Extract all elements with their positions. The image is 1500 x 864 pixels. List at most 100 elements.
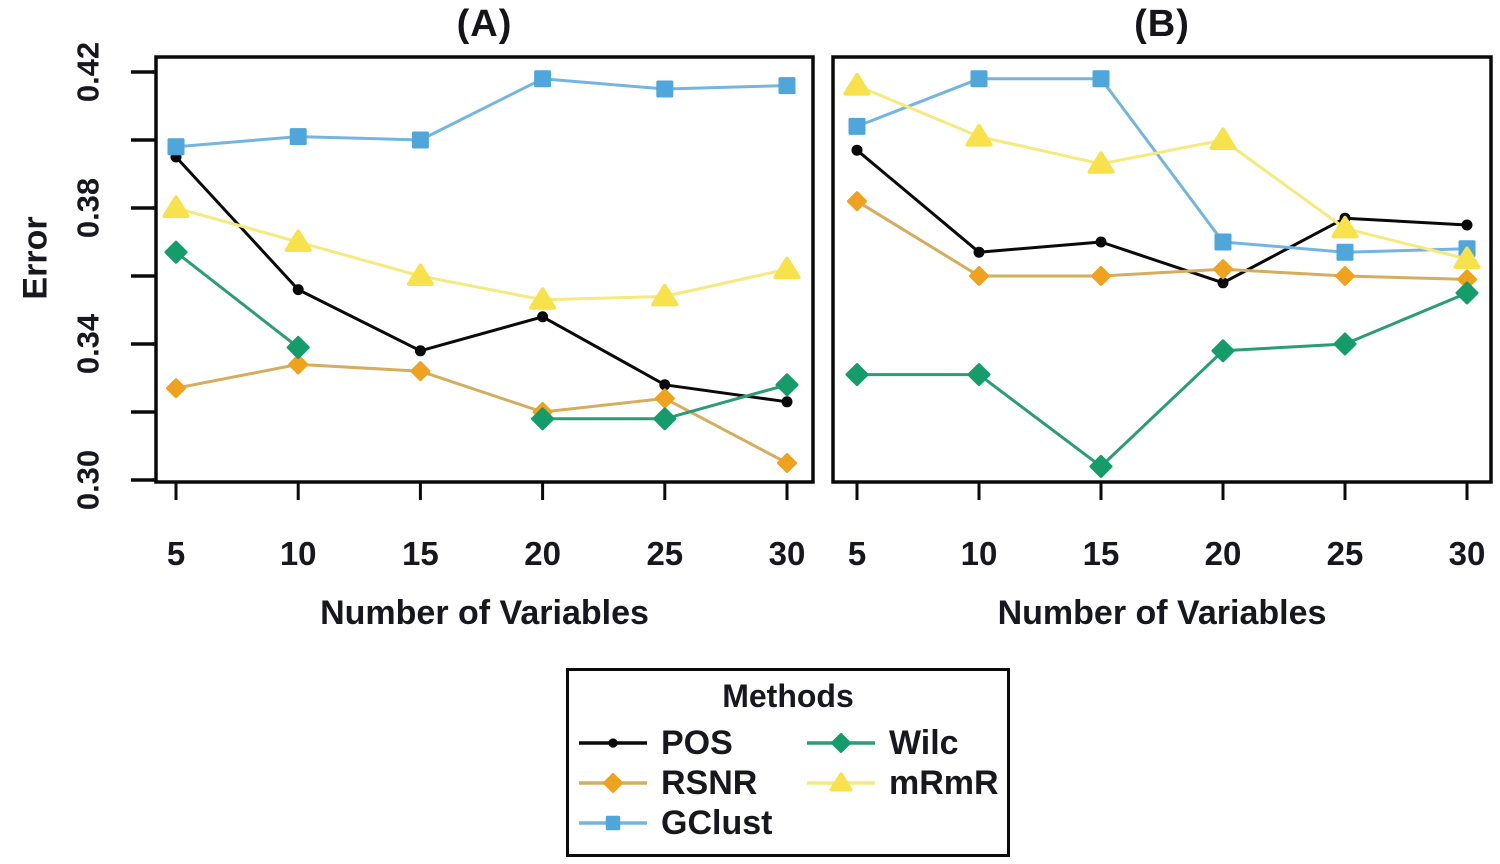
panel-a-x-tick-label-30: 30 [769,535,806,572]
panel-a-y-tick-label-0.42: 0.42 [71,42,106,102]
panel-b-marker-Wilc-30 [1455,281,1479,305]
panel-a-series-GClust [167,70,796,156]
panel-b-x-tick-label-25: 25 [1327,535,1364,572]
panel-b-marker-Wilc-10 [967,363,991,387]
panel-b-marker-mRmR-10 [965,124,993,147]
panel-b-line-POS [855,148,1469,285]
panel-b-plot-border [831,55,1493,484]
panel-a-marker-mRmR-15 [406,263,434,286]
panel-b-x-tick-label-20: 20 [1205,535,1242,572]
panel-b-title: (B) [1134,3,1190,45]
panel-a-series-mRmR [162,195,801,310]
y-axis-label: Error [16,216,55,300]
panel-a-marker-GClust-10 [289,128,307,146]
panel-b-marker-RSNR-10 [969,266,989,286]
legend-label-wilc: Wilc [889,724,959,762]
panel-a-marker-RSNR-10 [288,354,309,375]
legend-sample-wilc [807,733,875,753]
legend-title: Methods [722,678,854,714]
panel-a-series-RSNR [166,354,797,473]
panel-b-line-mRmR [855,84,1469,261]
panel-a-marker-GClust-15 [411,131,429,149]
panel-b-marker-GClust-5 [848,117,866,135]
legend-sample-marker-mRmR [829,772,853,792]
panel-b-x-axis-label: Number of Variables [997,594,1327,632]
panel-b-marker-mRmR-15 [1087,151,1115,174]
panel-b-x-tick-label-30: 30 [1449,535,1486,572]
panel-b-x-tick-label-5: 5 [848,535,866,572]
panel-a-marker-Wilc-20 [531,407,555,431]
panel-a-line-POS [174,155,789,404]
panel-a-marker-mRmR-5 [162,195,190,218]
panel-a-marker-POS-30 [781,396,793,408]
panel-b-marker-GClust-10 [970,70,988,88]
panel-b-marker-POS-30 [1461,219,1473,231]
legend-label-gclust: GClust [661,804,773,842]
legend-sample-marker-GClust [605,815,621,831]
panel-a-x-tick-label-25: 25 [646,535,683,572]
panel-b-marker-GClust-20 [1214,233,1232,251]
panel-a-marker-GClust-30 [778,77,796,95]
legend-sample-marker-POS [608,738,618,748]
panel-a-line-mRmR [174,206,789,302]
panel-a-x-tick-label-20: 20 [524,535,561,572]
panel-b-marker-Wilc-20 [1211,339,1235,363]
panel-b-marker-RSNR-20 [1213,259,1233,280]
panel-a-series-POS [170,151,793,408]
panel-b-marker-RSNR-15 [1091,266,1111,286]
panel-a-marker-RSNR-15 [410,361,431,382]
panel-b-marker-POS-10 [973,246,985,258]
panel-b-marker-GClust-25 [1336,243,1354,261]
panel-a-line-Wilc [174,250,300,349]
panel-b-marker-mRmR-5 [843,73,871,96]
panel-b-line-GClust [855,77,1469,254]
panel-a-marker-mRmR-30 [773,256,801,280]
panel-a-marker-GClust-25 [656,80,674,98]
panel-a-marker-Wilc-25 [653,407,677,431]
panel-a-x-tick-label-5: 5 [167,535,185,572]
legend-sample-rsnr [579,773,647,793]
panel-b-marker-RSNR-25 [1335,266,1355,286]
panel-a-marker-RSNR-5 [166,378,186,399]
panel-b-series-GClust [848,70,1476,261]
panel-b-marker-Wilc-5 [845,363,869,387]
panel-b-series-POS [851,144,1473,289]
panel-a-line-RSNR [174,362,789,465]
panel-a-plot-border [154,55,815,484]
panel-a-marker-mRmR-20 [529,287,557,310]
panel-a-marker-POS-25 [659,379,671,391]
panel-b-marker-RSNR-5 [847,191,867,212]
panel-a-y-tick-label-0.3: 0.30 [71,450,106,510]
panel-b-line-Wilc [855,291,1469,468]
panel-a-y-tick-label-0.38: 0.38 [71,178,106,238]
legend-sample-marker-Wilc [831,733,851,753]
panel-b-marker-mRmR-25 [1331,215,1359,239]
panel-a-chart: 5 10 15 20 25 30 0.42 0.38 0.34 0.30 [71,42,815,572]
panel-b-series-Wilc [845,281,1479,478]
panel-a-marker-RSNR-25 [654,388,675,409]
line-chart-panels: 5 10 15 20 25 30 0.42 0.38 0.34 0.30 5 10 15 20 25 30 [71,42,1493,572]
panel-b-x-tick-label-10: 10 [961,535,998,572]
legend-label-mrmr: mRmR [889,764,999,802]
panel-a-marker-GClust-5 [167,138,185,156]
legend-sample-gclust [579,815,647,831]
panel-a-marker-POS-20 [537,311,549,323]
legend-sample-pos [579,738,647,748]
panel-b-marker-POS-5 [851,144,863,156]
panel-a-marker-Wilc-10 [286,335,310,359]
legend-grid: POS Wilc RSNR mRmR GClust [577,725,1007,841]
panel-a-x-tick-label-15: 15 [402,535,439,572]
legend-sample-mrmr [807,772,875,792]
panel-a-y-tick-label-0.34: 0.34 [71,313,106,374]
panel-a-series-Wilc [164,240,799,431]
panel-a-marker-Wilc-5 [164,240,188,264]
panel-a-marker-mRmR-25 [651,283,679,307]
panel-b-line-RSNR [855,199,1469,281]
panel-a-marker-GClust-20 [534,70,552,88]
panel-a-x-axis-label: Number of Variables [320,594,649,632]
legend-sample-marker-RSNR [603,773,623,793]
panel-a-marker-POS-15 [414,345,426,357]
panel-b-series-mRmR [843,73,1481,269]
panel-b-marker-mRmR-20 [1209,127,1237,150]
